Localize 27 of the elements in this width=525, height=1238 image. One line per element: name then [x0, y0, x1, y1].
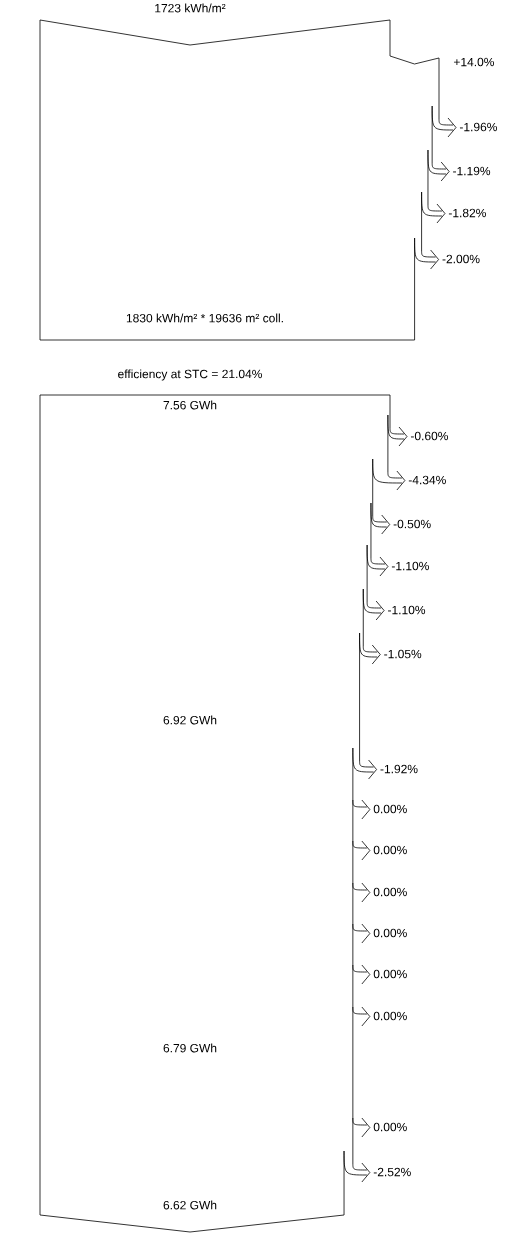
data-label: 0.00% — [373, 928, 407, 938]
text: 6.92 GWh — [163, 715, 217, 725]
data-label: -0.60% — [410, 431, 448, 441]
data-label: 0.00% — [373, 1011, 407, 1021]
data-label: 0.00% — [373, 887, 407, 897]
data-label: -0.50% — [393, 519, 431, 529]
data-label: -2.00% — [442, 254, 480, 264]
data-label: -1.10% — [388, 605, 426, 615]
data-label: -4.34% — [408, 475, 446, 485]
text: 1723 kWh/m² — [155, 3, 226, 13]
text: 6.62 GWh — [163, 1200, 217, 1210]
data-label: 0.00% — [373, 845, 407, 855]
data-label: -1.05% — [384, 649, 422, 659]
text: 1830 kWh/m² * 19636 m² coll. — [126, 313, 283, 323]
text: efficiency at STC = 21.04% — [118, 369, 262, 381]
data-label: -2.52% — [373, 1167, 411, 1177]
data-label: 0.00% — [373, 804, 407, 814]
data-label: -1.82% — [448, 208, 486, 218]
data-label: -1.96% — [459, 122, 497, 132]
data-label: -1.19% — [453, 166, 491, 176]
text: 7.56 GWh — [163, 400, 217, 410]
data-label: +14.0% — [453, 57, 495, 67]
text: 6.79 GWh — [163, 1043, 217, 1053]
data-label: 0.00% — [373, 969, 407, 979]
data-label: -1.92% — [380, 764, 418, 774]
data-label: -1.10% — [391, 561, 429, 571]
data-label: 0.00% — [373, 1122, 407, 1132]
